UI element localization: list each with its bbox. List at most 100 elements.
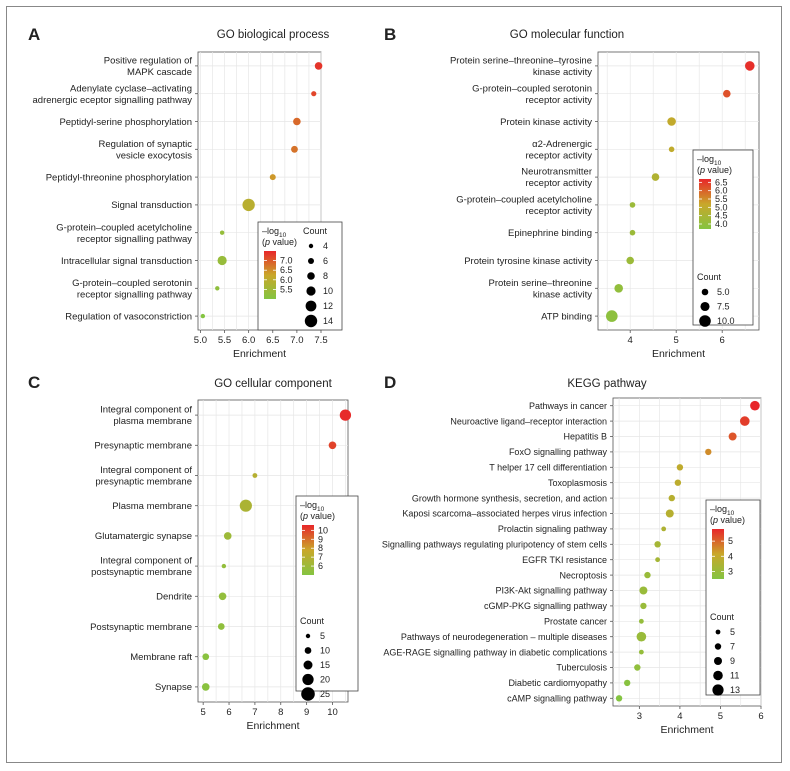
- legend-box: [692, 149, 754, 326]
- y-tick-label: plasma membrane: [113, 416, 192, 427]
- x-tick-label: 7.0: [290, 335, 303, 346]
- y-tick-label: Signalling pathways regulating pluripote…: [382, 539, 608, 549]
- size-legend-label: 11: [730, 671, 739, 681]
- data-point: [242, 198, 255, 212]
- x-tick-label: 5: [718, 711, 723, 722]
- size-legend-dot: [303, 660, 313, 670]
- y-tick-label: cAMP signalling pathway: [507, 693, 607, 703]
- color-legend-title: –log10: [710, 504, 735, 517]
- y-tick-label: Synapse: [155, 682, 192, 693]
- x-tick-label: 10: [327, 707, 338, 718]
- data-point: [667, 117, 676, 126]
- size-legend-dot: [308, 243, 314, 249]
- size-legend-dot: [304, 647, 312, 654]
- y-tick-label: G-protein–coupled serotonin: [472, 83, 592, 94]
- y-tick-label: Toxoplasmosis: [548, 478, 608, 488]
- data-point: [750, 400, 760, 411]
- data-point: [293, 117, 301, 126]
- data-point: [651, 173, 660, 181]
- y-tick-label: cGMP-PKG signalling pathway: [484, 601, 608, 611]
- color-bar-label: 5.5: [715, 194, 728, 204]
- y-tick-label: receptor activity: [525, 150, 592, 161]
- size-legend-dot: [701, 288, 709, 296]
- color-legend-subtitle: (p value): [300, 511, 335, 521]
- x-tick-label: 7.5: [314, 335, 327, 346]
- color-bar-label: 4.0: [715, 219, 728, 229]
- size-legend-dot: [714, 657, 722, 665]
- data-point: [654, 541, 661, 548]
- size-legend-dot: [306, 286, 316, 296]
- size-legend-label: 5.0: [717, 287, 730, 297]
- y-tick-label: Pathways in cancer: [529, 401, 607, 411]
- y-tick-label: Protein tyrosine kinase activity: [464, 256, 592, 267]
- x-tick-label: 6.0: [242, 335, 255, 346]
- size-legend-label: 6: [323, 256, 328, 266]
- y-tick-label: Membrane raft: [130, 652, 192, 663]
- y-tick-label: EGFR TKI resistance: [522, 555, 607, 565]
- y-tick-label: Plasma membrane: [112, 501, 192, 512]
- panel-letter: C: [28, 373, 40, 392]
- y-tick-label: vesicle exocytosis: [116, 150, 192, 161]
- y-tick-label: Integral component of: [100, 405, 192, 416]
- y-tick-label: kinase activity: [533, 67, 592, 78]
- y-tick-label: adrenergic eceptor signalling pathway: [33, 95, 193, 106]
- x-tick-label: 6: [720, 335, 725, 346]
- y-tick-label: Dendrite: [156, 592, 192, 603]
- color-bar: [264, 251, 276, 299]
- panel-letter: A: [28, 25, 40, 44]
- size-legend-label: 10: [320, 646, 330, 656]
- data-point: [201, 683, 210, 691]
- data-point: [723, 89, 731, 98]
- color-bar-label: 5.5: [280, 284, 293, 294]
- data-point: [739, 416, 750, 426]
- x-tick-label: 8: [278, 707, 283, 718]
- y-tick-label: α2-Adrenergic: [532, 139, 592, 150]
- y-tick-label: Pathways of neurodegeneration – multiple…: [401, 632, 608, 642]
- size-legend-title: Count: [303, 226, 328, 236]
- y-tick-label: G-protein–coupled acetylcholine: [56, 222, 192, 233]
- x-tick-label: 4: [677, 711, 682, 722]
- size-legend-label: 20: [320, 675, 330, 685]
- size-legend-label: 12: [323, 301, 333, 311]
- data-point: [676, 464, 684, 471]
- y-tick-label: Positive regulation of: [104, 55, 193, 66]
- size-legend-dot: [304, 314, 318, 328]
- color-legend-subtitle: (p value): [262, 237, 297, 247]
- y-tick-label: receptor signalling pathway: [77, 234, 192, 245]
- data-point: [728, 432, 737, 441]
- y-tick-label: Signal transduction: [111, 200, 192, 211]
- size-legend-label: 5: [320, 631, 325, 641]
- data-point: [223, 532, 232, 540]
- y-tick-label: G-protein–coupled acetylcholine: [456, 194, 592, 205]
- y-tick-label: kinase activity: [533, 289, 592, 300]
- size-legend-dot: [301, 687, 315, 701]
- data-point: [629, 202, 636, 208]
- color-legend-title: –log10: [300, 500, 325, 513]
- y-tick-label: Kaposi scarcoma–associated herpes virus …: [402, 509, 607, 519]
- x-axis-label: Enrichment: [246, 720, 299, 732]
- y-tick-label: Diabetic cardiomyopathy: [508, 678, 607, 688]
- y-tick-label: FoxO signalling pathway: [509, 447, 608, 457]
- size-legend-title: Count: [300, 616, 325, 626]
- color-bar-label: 8: [318, 543, 323, 553]
- data-point: [314, 62, 323, 70]
- panel-title: GO biological process: [217, 29, 330, 41]
- panel-letter: B: [384, 25, 396, 44]
- x-tick-label: 6: [226, 707, 231, 718]
- data-point: [705, 448, 712, 456]
- color-bar-label: 9: [318, 534, 323, 544]
- size-legend-label: 10.0: [717, 316, 735, 326]
- data-point: [217, 623, 225, 630]
- color-bar-label: 4.5: [715, 211, 728, 221]
- color-bar: [302, 525, 314, 575]
- size-legend-dot: [715, 629, 721, 635]
- y-tick-label: receptor signalling pathway: [77, 289, 192, 300]
- color-bar-label: 6.5: [715, 177, 728, 187]
- data-point: [218, 592, 227, 601]
- color-bar-label: 7: [318, 552, 323, 562]
- data-point: [655, 557, 661, 563]
- color-bar: [699, 179, 711, 229]
